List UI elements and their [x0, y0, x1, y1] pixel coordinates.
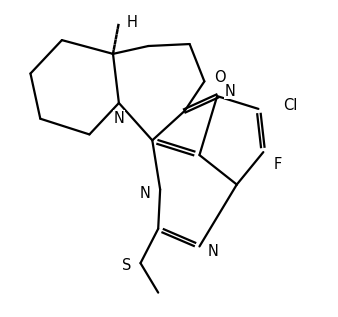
Text: N: N	[225, 84, 236, 99]
Text: S: S	[122, 258, 132, 273]
Text: Cl: Cl	[283, 99, 297, 113]
Text: F: F	[273, 157, 282, 172]
Text: N: N	[140, 186, 150, 201]
Text: O: O	[214, 70, 226, 85]
Text: N: N	[114, 111, 124, 126]
Text: H: H	[127, 15, 138, 30]
Text: N: N	[207, 244, 218, 259]
